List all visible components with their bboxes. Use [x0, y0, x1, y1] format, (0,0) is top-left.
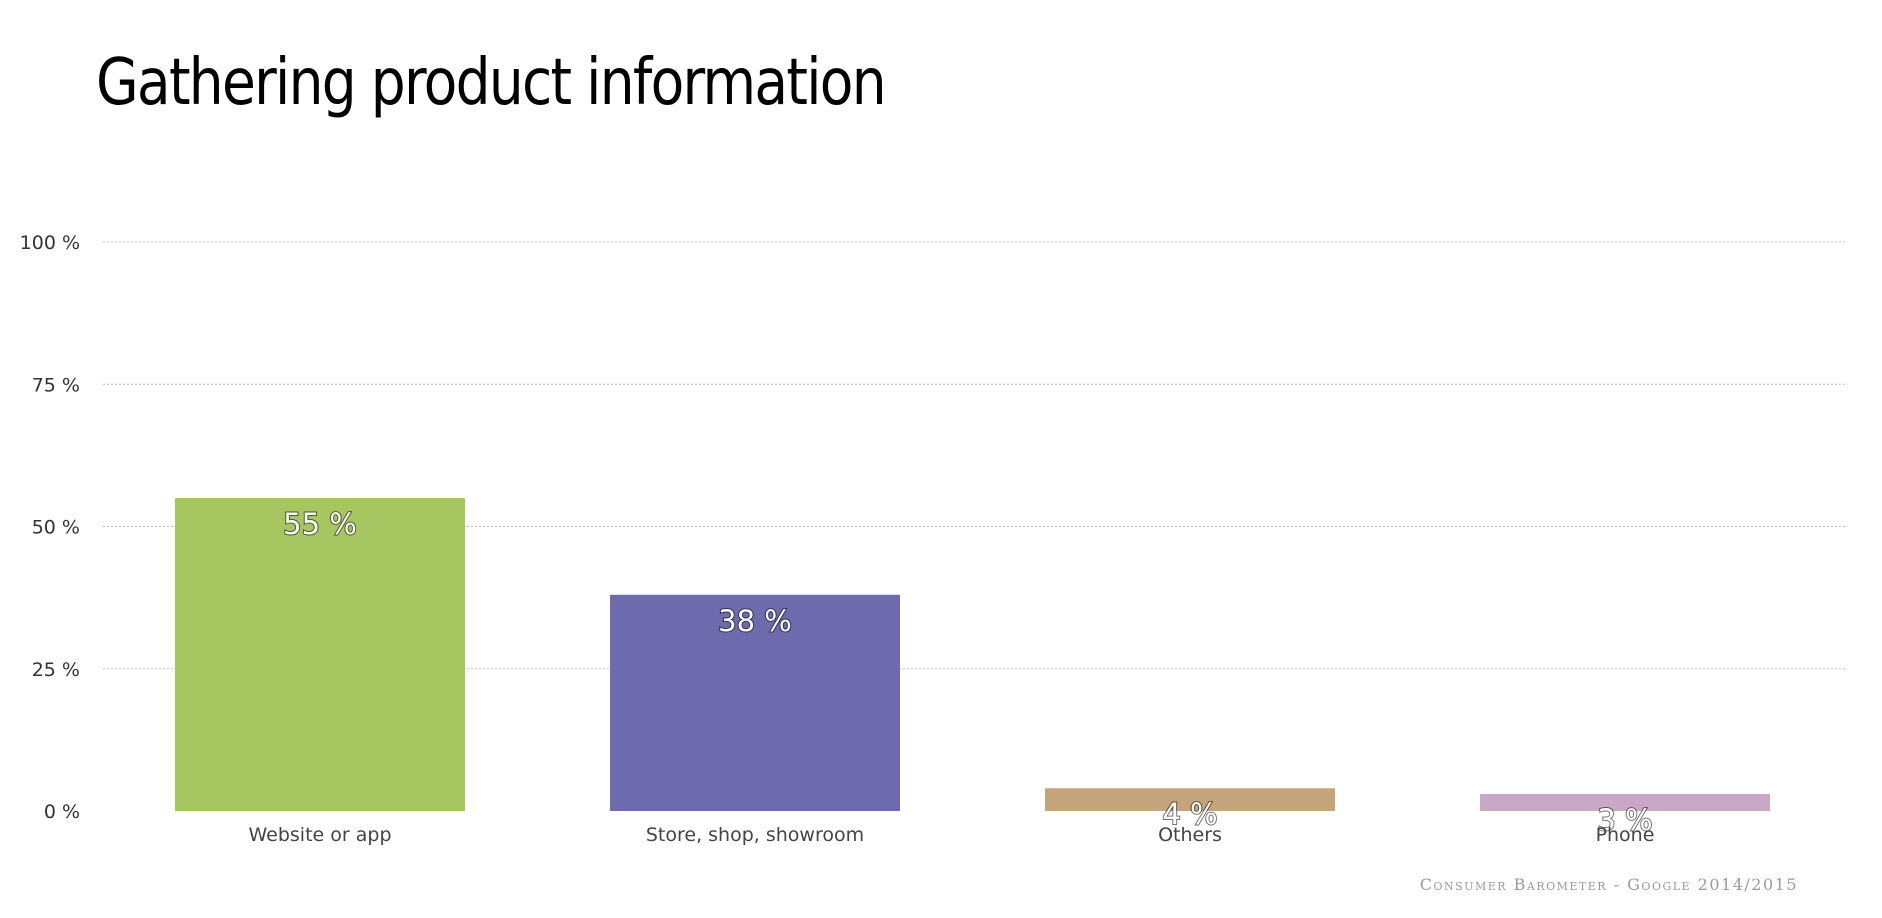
x-axis-categories: Website or app Store, shop, showroom Other…	[248, 824, 1654, 846]
y-tick-label: 100 %	[20, 232, 80, 254]
data-label: 55 %	[283, 507, 357, 541]
y-tick-label: 0 %	[44, 801, 80, 823]
bar	[1045, 788, 1335, 811]
y-tick-label: 50 %	[32, 517, 80, 539]
category-label: Others	[1158, 824, 1222, 846]
source-note: Consumer Barometer - Google 2014/2015	[1419, 875, 1798, 894]
category-label: Store, shop, showroom	[646, 824, 864, 846]
y-tick-label: 75 %	[32, 374, 80, 396]
bars	[175, 498, 1770, 811]
y-axis-ticks: 0 % 25 % 50 % 75 % 100 %	[20, 232, 80, 823]
data-label: 38 %	[718, 604, 792, 638]
data-label: 3 %	[1597, 803, 1652, 837]
data-labels: 55 % 38 % 4 % 3 %	[282, 506, 1653, 838]
bar	[175, 498, 465, 811]
bar	[610, 594, 900, 811]
category-label: Phone	[1596, 824, 1655, 846]
data-label: 4 %	[1162, 797, 1217, 831]
page-title: Gathering product information	[96, 46, 887, 120]
y-tick-label: 25 %	[32, 659, 80, 681]
category-label: Website or app	[248, 824, 391, 846]
bar	[1480, 793, 1770, 811]
